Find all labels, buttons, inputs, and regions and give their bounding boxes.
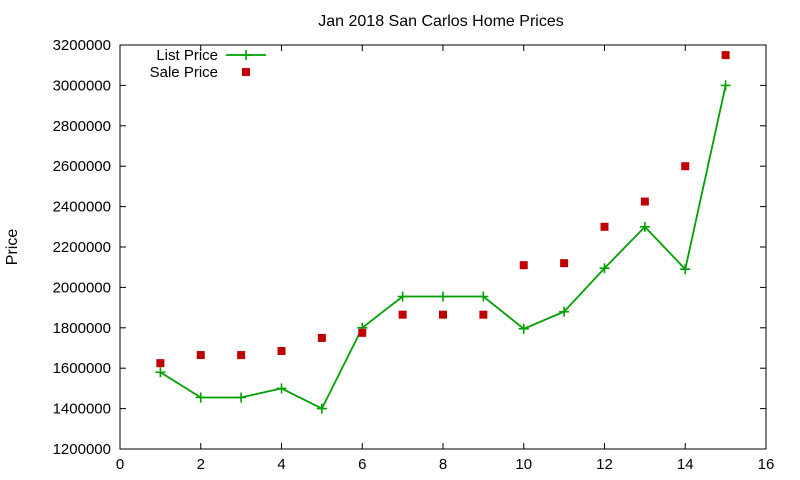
x-tick-label: 12 <box>596 456 613 473</box>
sale-price-point <box>681 162 690 171</box>
list-price-point <box>478 291 489 302</box>
sale-price-point <box>398 310 407 319</box>
axis-ticks: 0 2 4 6 8 10 12 14 16 1200000 1400000 1600000 180000… <box>53 37 775 473</box>
list-price-point <box>680 264 691 275</box>
y-tick-label: 2200000 <box>53 239 111 256</box>
sale-price-point <box>237 351 246 360</box>
plot-frame <box>119 44 767 450</box>
list-price-point <box>195 392 206 403</box>
y-tick-label: 1600000 <box>53 360 111 377</box>
y-tick-label: 2800000 <box>53 118 111 135</box>
list-price-series <box>155 80 731 414</box>
sale-price-point <box>439 310 447 319</box>
list-price-point <box>518 323 529 334</box>
sale-price-point <box>600 222 609 231</box>
y-axis-label: Price <box>4 229 21 266</box>
legend-swatch-marker-list-price <box>241 50 251 60</box>
list-price-point <box>599 263 610 274</box>
sale-price-point <box>277 347 286 356</box>
y-tick-label: 2400000 <box>53 199 111 216</box>
list-price-point <box>559 306 570 317</box>
list-price-point <box>720 80 731 91</box>
sale-price-point <box>721 51 730 60</box>
series-layer <box>155 51 731 414</box>
x-tick-label: 4 <box>277 456 285 473</box>
legend-label-sale-price: Sale Price <box>150 64 218 81</box>
y-tick-label: 1800000 <box>53 320 111 337</box>
y-tick-label: 2600000 <box>53 158 111 175</box>
list-price-point <box>438 291 448 302</box>
legend-swatch-marker-sale-price <box>242 68 250 76</box>
sale-price-point <box>156 359 165 368</box>
list-price-point <box>397 291 408 302</box>
sale-price-point <box>358 328 367 337</box>
y-tick-label: 3200000 <box>53 37 111 54</box>
sale-price-point <box>560 259 569 268</box>
x-tick-label: 2 <box>197 456 205 473</box>
x-tick-label: 0 <box>116 456 124 473</box>
y-tick-label: 1400000 <box>53 401 111 418</box>
x-tick-label: 8 <box>439 456 447 473</box>
list-price-point <box>639 221 650 232</box>
x-tick-label: 14 <box>677 456 694 473</box>
sale-price-series <box>156 51 730 368</box>
sale-price-point <box>640 197 649 206</box>
x-tick-label: 16 <box>758 456 775 473</box>
list-price-point <box>316 403 327 414</box>
y-tick-label: 1200000 <box>53 441 111 458</box>
list-price-point <box>155 367 166 378</box>
list-price-point <box>236 392 247 403</box>
list-price-line <box>159 85 727 410</box>
sale-price-point <box>196 351 205 360</box>
legend-label-list-price: List Price <box>156 47 218 64</box>
y-tick-label: 3000000 <box>53 77 111 94</box>
x-tick-label: 6 <box>358 456 366 473</box>
y-tick-label: 2000000 <box>53 279 111 296</box>
chart-title: Jan 2018 San Carlos Home Prices <box>318 13 563 30</box>
sale-price-point <box>479 310 488 319</box>
sale-price-point <box>317 333 326 342</box>
list-price-point <box>276 383 287 394</box>
sale-price-point <box>519 261 528 270</box>
x-tick-label: 10 <box>515 456 532 473</box>
